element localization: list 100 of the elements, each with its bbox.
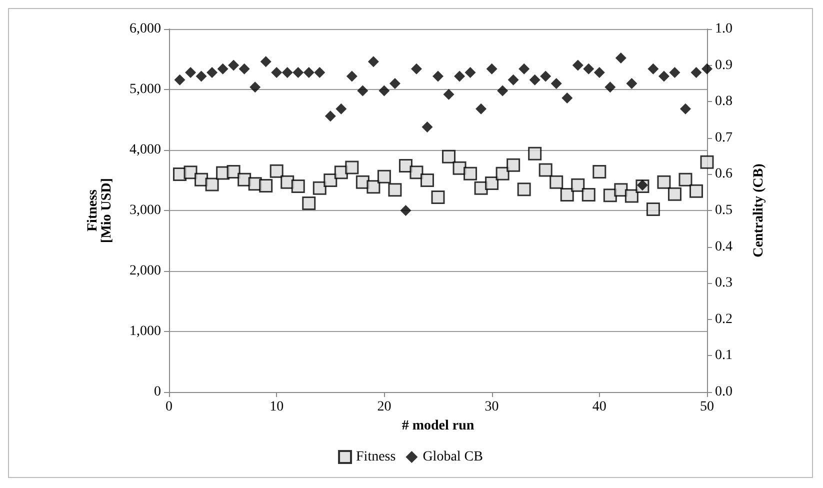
point [615, 52, 626, 64]
point [324, 110, 336, 122]
point [506, 158, 520, 172]
point [700, 155, 714, 169]
y2-tick-label: 0.7 [715, 130, 732, 146]
point [454, 70, 466, 82]
point [443, 88, 454, 100]
point [205, 178, 219, 192]
point [302, 196, 316, 210]
y2-tick-label: 0.1 [715, 348, 732, 364]
point [410, 166, 424, 180]
point [658, 70, 670, 82]
point [196, 70, 207, 82]
point [464, 67, 476, 78]
point [250, 82, 261, 93]
point [366, 180, 380, 194]
point [540, 70, 552, 82]
y-tick-label: 6,000 [130, 22, 161, 36]
point [702, 63, 712, 74]
point [270, 164, 284, 178]
point [496, 166, 510, 180]
point [324, 174, 338, 187]
point [592, 165, 606, 179]
point [571, 178, 585, 192]
point [410, 63, 422, 74]
point [431, 190, 445, 204]
point [594, 67, 605, 78]
point [517, 182, 531, 196]
point [657, 175, 671, 189]
point [636, 180, 648, 191]
y2-tick-label: 0.5 [715, 203, 732, 218]
y2-tick-label: 0.3 [715, 276, 732, 291]
y2-tick-label: 0.4 [715, 239, 732, 254]
y2-axis-title: Centrality (CB) [752, 163, 766, 258]
point [420, 174, 434, 187]
x-tick-label: 0 [166, 400, 172, 414]
y2-tick-label: 0.2 [715, 312, 732, 327]
point [336, 103, 347, 114]
x-axis-title: # model run [402, 418, 474, 434]
point [529, 74, 540, 86]
point [646, 202, 660, 216]
point [550, 175, 564, 189]
point [312, 181, 326, 195]
point [648, 63, 659, 74]
point [562, 92, 573, 104]
point [228, 60, 240, 71]
point [346, 70, 358, 82]
point [368, 56, 379, 68]
point [583, 63, 594, 74]
point [582, 188, 596, 202]
point [292, 67, 304, 78]
y2-tick-label: 1.0 [715, 22, 732, 36]
y2-tick-label: 0.6 [715, 166, 732, 182]
point [690, 67, 702, 78]
point [624, 189, 638, 203]
point [604, 82, 616, 93]
point [497, 85, 508, 96]
point [389, 78, 400, 89]
point [398, 158, 412, 172]
point [378, 85, 390, 96]
point [476, 103, 487, 114]
legend-label: Global CB [422, 450, 483, 464]
point [442, 150, 456, 164]
y2-tick-label: 0.8 [715, 94, 732, 110]
point [184, 166, 198, 180]
point [508, 74, 519, 86]
point [377, 170, 391, 184]
point [550, 78, 562, 89]
y2-tick-label: 0.0 [715, 384, 732, 400]
point [238, 63, 250, 74]
point [464, 166, 478, 180]
point [668, 187, 682, 201]
x-tick-label: 40 [592, 400, 606, 414]
point [614, 183, 628, 197]
point [669, 67, 680, 78]
x-tick-label: 10 [270, 400, 284, 414]
point [217, 63, 228, 74]
point [226, 165, 240, 179]
point [259, 178, 273, 192]
y-tick-label: 5,000 [130, 82, 161, 97]
point [680, 103, 691, 114]
point [314, 67, 326, 78]
point [572, 60, 584, 71]
point [174, 74, 186, 86]
point [260, 56, 272, 68]
point [291, 180, 305, 194]
point [357, 85, 368, 96]
point [388, 183, 402, 197]
point [518, 63, 530, 74]
point [432, 70, 444, 82]
point [206, 67, 218, 78]
x-tick-label: 30 [484, 400, 499, 414]
y-tick-label: 2,000 [130, 264, 161, 278]
y-tick-label: 0 [154, 384, 161, 400]
point [538, 163, 552, 177]
point [271, 67, 282, 78]
point [345, 160, 359, 174]
x-tick-label: 20 [377, 400, 392, 414]
point [626, 78, 638, 89]
point [689, 184, 703, 198]
